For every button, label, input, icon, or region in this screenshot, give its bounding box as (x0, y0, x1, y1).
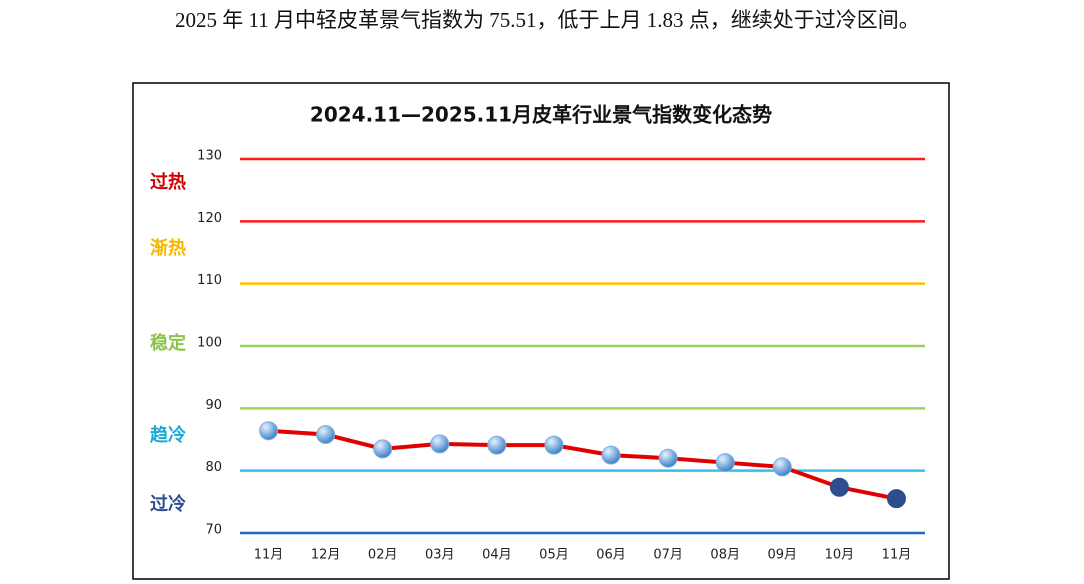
y-tick-label: 70 (205, 523, 222, 538)
data-point (772, 457, 792, 477)
x-tick-label: 07月 (653, 548, 683, 563)
data-point (430, 434, 450, 454)
x-tick-label: 04月 (482, 548, 512, 563)
x-tick-label: 09月 (768, 548, 798, 563)
x-tick-label: 03月 (425, 548, 455, 563)
x-tick-label: 02月 (368, 548, 398, 563)
chart-frame (132, 82, 950, 580)
zone-label: 过冷 (150, 493, 186, 515)
chart-title: 2024.11—2025.11月皮革行业景气指数变化态势 (310, 103, 772, 127)
zone-label: 过热 (150, 171, 186, 193)
zone-label: 渐热 (150, 237, 186, 259)
zone-label: 趋冷 (150, 424, 186, 446)
x-tick-label: 12月 (311, 548, 341, 563)
x-tick-label: 11月 (254, 548, 284, 563)
y-tick-label: 80 (205, 460, 222, 475)
data-point (715, 453, 735, 473)
y-tick-label: 110 (197, 273, 222, 288)
x-tick-label: 06月 (596, 548, 626, 563)
y-tick-label: 100 (197, 336, 222, 351)
x-tick-label: 10月 (825, 548, 855, 563)
series-line (268, 428, 897, 501)
data-point (886, 489, 906, 509)
data-point (544, 435, 564, 455)
data-point (373, 439, 393, 459)
data-point (487, 435, 507, 455)
data-point (316, 425, 336, 445)
x-tick-label: 11月 (882, 548, 912, 563)
x-tick-label: 08月 (710, 548, 740, 563)
y-tick-label: 120 (197, 211, 222, 226)
y-tick-label: 130 (197, 149, 222, 164)
data-point (601, 445, 621, 465)
data-point (829, 477, 849, 497)
data-point (259, 421, 279, 441)
x-tick-label: 05月 (539, 548, 569, 563)
paragraph: 2025 年 11 月中轻皮革景气指数为 75.51，低于上月 1.83 点，继… (175, 8, 920, 32)
data-point (658, 448, 678, 468)
zone-label: 稳定 (150, 332, 186, 354)
y-tick-label: 90 (205, 398, 222, 413)
